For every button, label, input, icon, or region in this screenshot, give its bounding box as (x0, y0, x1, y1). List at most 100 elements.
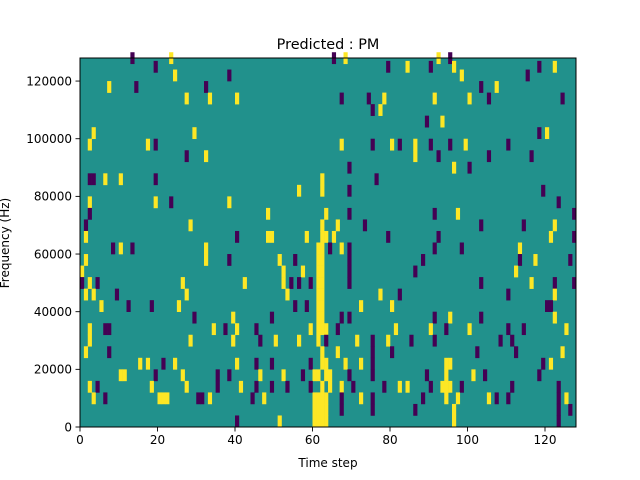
heatmap-cell-low (111, 242, 116, 255)
y-axis-label: Frequency (Hz) (0, 198, 12, 289)
heatmap-cell-high (359, 392, 364, 405)
heatmap-cell-low (370, 346, 375, 359)
heatmap-cell-high (320, 242, 325, 255)
heatmap-cell-high (331, 230, 337, 243)
heatmap-cell-high (180, 369, 185, 382)
heatmap-cell-low (192, 311, 197, 324)
heatmap-cell-low (572, 230, 577, 243)
heatmap-cell-high (378, 288, 383, 301)
heatmap-cell-high (320, 173, 325, 186)
heatmap-cell-low (347, 242, 352, 255)
heatmap-cell-high (277, 415, 282, 428)
heatmap-cell-low (467, 161, 472, 174)
heatmap-cell-low (370, 357, 375, 370)
heatmap-cell-low (514, 346, 519, 359)
heatmap-cell-high (235, 357, 240, 370)
heatmap-cell-high (324, 403, 329, 416)
heatmap-cell-low (541, 184, 546, 197)
heatmap-cell-high (320, 277, 325, 289)
heatmap-cell-high (262, 392, 267, 405)
heatmap-cell-high (324, 357, 329, 370)
heatmap-cell-low (153, 60, 158, 73)
heatmap-cell-high (548, 230, 554, 243)
heatmap-cell-low (370, 392, 375, 405)
heatmap-cell-low (537, 60, 542, 73)
heatmap-cell-low (351, 380, 356, 393)
heatmap-cell-high (231, 311, 236, 324)
heatmap-cell-low (293, 254, 298, 266)
heatmap-cell-high (266, 230, 271, 243)
x-tick-label: 40 (227, 433, 242, 447)
heatmap-cell-low (424, 115, 430, 128)
heatmap-cell-low (486, 150, 492, 163)
heatmap-cell-low (541, 357, 546, 370)
heatmap-cell-high (440, 115, 445, 128)
heatmap-cell-high (316, 403, 321, 416)
heatmap-cell-high (281, 277, 286, 289)
heatmap-cell-low (149, 300, 154, 312)
heatmap-cell-high (413, 150, 418, 163)
heatmap-cell-high (413, 138, 418, 151)
heatmap-cell-low (304, 300, 309, 312)
heatmap-cell-high (91, 392, 96, 405)
heatmap-cell-low (95, 277, 100, 289)
heatmap-cell-low (339, 403, 344, 416)
heatmap-cell-high (227, 196, 232, 209)
heatmap-cell-high (87, 323, 92, 336)
heatmap-cell-high (386, 334, 391, 347)
heatmap-cell-high (459, 69, 464, 82)
y-axis: 0 20000 40000 60000 80000 100000 120000 (26, 74, 80, 434)
heatmap-cell-low (374, 173, 379, 186)
heatmap-cell-high (432, 92, 437, 105)
heatmap-cell-high (405, 60, 410, 73)
heatmap-cell-high (157, 392, 162, 405)
heatmap-cell-high (378, 104, 383, 116)
heatmap-cell-high (405, 380, 410, 393)
heatmap-cell-low (289, 277, 294, 289)
heatmap-cell-high (545, 127, 550, 140)
heatmap-cell-high (138, 357, 143, 370)
heatmap-cell-high (320, 184, 325, 197)
heatmap-cell-low (479, 277, 484, 289)
heatmap-cell-high (316, 277, 321, 289)
heatmap-cell-low (537, 369, 542, 382)
heatmap-cell-low (545, 300, 550, 312)
heatmap-cell-high (320, 288, 325, 301)
heatmap-cell-high (312, 403, 317, 416)
heatmap-cell-high (320, 415, 325, 428)
heatmap-cell-high (428, 323, 433, 336)
heatmap-cell-low (114, 288, 120, 301)
heatmap-cell-high (316, 242, 321, 255)
heatmap-cell-low (153, 369, 158, 382)
heatmap-cell-high (339, 242, 344, 255)
heatmap-cell-low (293, 300, 298, 312)
heatmap-cell-low (308, 380, 313, 393)
heatmap-cell-low (153, 138, 158, 151)
heatmap-cell-low (498, 334, 503, 347)
y-tick-label: 120000 (26, 74, 72, 88)
heatmap-cell-high (87, 277, 92, 289)
heatmap-cell-high (316, 334, 321, 347)
heatmap-cell-low (517, 254, 523, 266)
heatmap-cell-high (308, 323, 313, 336)
heatmap-cell-low (347, 254, 352, 266)
heatmap-cell-high (320, 300, 325, 312)
heatmap-cell-high (87, 334, 92, 347)
heatmap-cell-high (184, 288, 189, 301)
heatmap-cell-high (83, 230, 89, 243)
heatmap-cell-high (316, 254, 321, 266)
heatmap-cell-low (521, 323, 526, 336)
y-tick-label: 40000 (34, 305, 72, 319)
heatmap-cell-high (316, 323, 321, 336)
x-tick-label: 120 (534, 433, 557, 447)
heatmap-cell-low (95, 380, 100, 393)
heatmap-cell-low (300, 369, 306, 382)
heatmap-cell-low (552, 277, 557, 289)
heatmap-cell-low (80, 277, 85, 289)
heatmap-cell-low (510, 380, 515, 393)
heatmap-cell-low (254, 357, 259, 370)
heatmap-cell-low (91, 173, 96, 186)
heatmap-cell-low (506, 323, 511, 336)
heatmap-cell-low (370, 334, 375, 347)
